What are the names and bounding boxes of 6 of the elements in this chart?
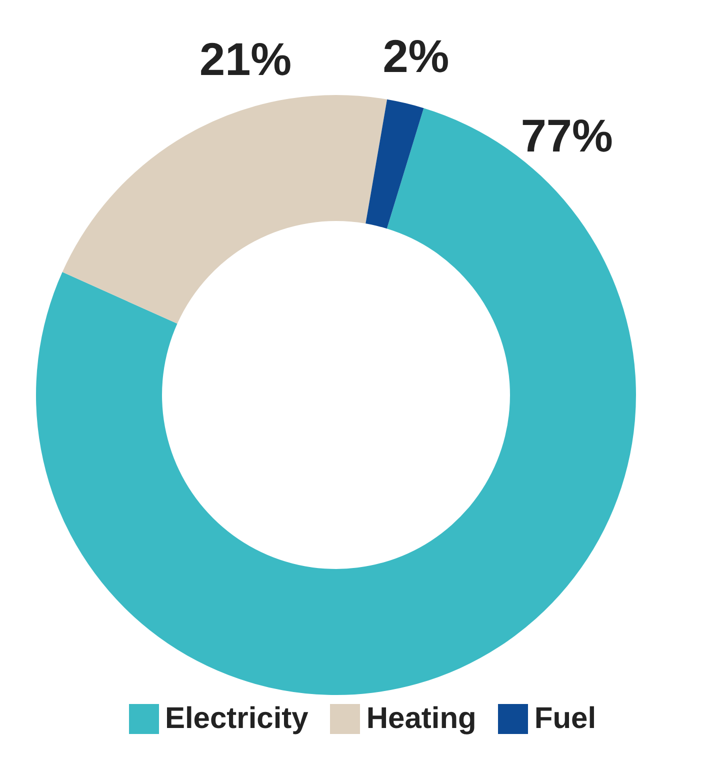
legend-label: Heating [366,702,476,736]
data-label: 2% [382,30,450,82]
data-label: 21% [200,32,292,85]
data-label: 77% [520,109,613,162]
legend-label: Electricity [164,702,308,736]
legend-label: Fuel [534,702,596,736]
